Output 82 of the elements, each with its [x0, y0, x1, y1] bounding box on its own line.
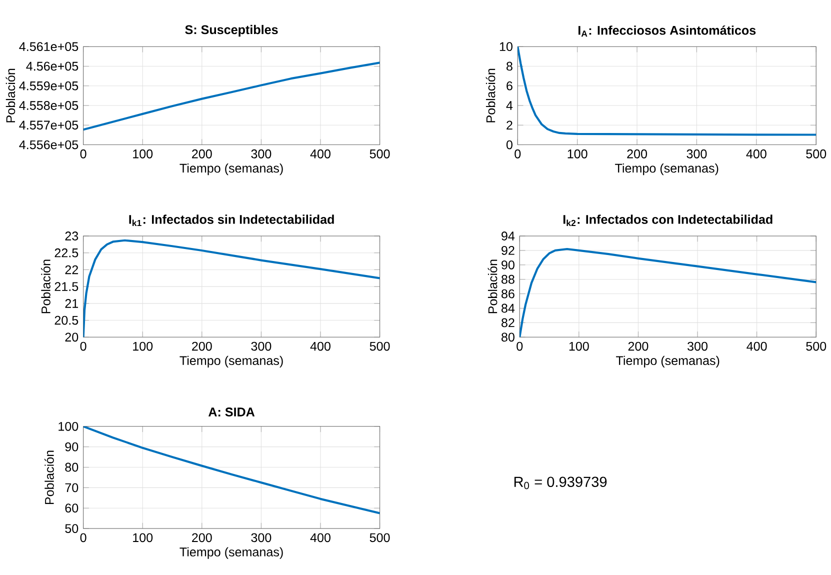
y-axis-title: Población: [488, 260, 498, 314]
y-tick-label: 21: [65, 298, 78, 308]
y-tick-label: 20.5: [54, 316, 78, 325]
y-axis-title: Población: [41, 260, 50, 314]
line-series: [520, 248, 816, 338]
line-series: [518, 46, 816, 136]
y-tick-label: 21.5: [54, 282, 78, 291]
y-tick-label: 70: [65, 483, 78, 492]
y-tick-label: 86: [502, 289, 514, 298]
y-tick-label: 92: [502, 246, 514, 255]
y-tick-label: 80: [65, 462, 78, 472]
x-tick-label: 200: [627, 149, 648, 158]
x-tick-label: 0: [516, 342, 523, 351]
x-tick-label: 0: [80, 342, 86, 351]
y-tick-label: 4.559e+05: [19, 81, 78, 90]
y-tick-label: 20: [65, 332, 78, 342]
y-tick-label: 23: [65, 231, 78, 240]
y-tick-label: 8: [506, 62, 512, 71]
y-tick-label: 22.5: [54, 248, 78, 258]
x-tick-label: 200: [192, 149, 212, 158]
chart-title: A: SIDA: [208, 407, 255, 416]
x-tick-label: 500: [806, 342, 826, 351]
y-tick-label: 4.557e+05: [19, 120, 78, 130]
y-tick-label: 4.558e+05: [19, 100, 78, 110]
y-tick-label: 4.56e+05: [26, 62, 78, 71]
x-tick-label: 400: [310, 533, 330, 542]
x-tick-label: 200: [192, 342, 212, 351]
x-tick-label: 300: [688, 342, 708, 351]
y-tick-label: 2: [506, 120, 512, 130]
y-tick-label: 0: [506, 140, 512, 150]
line-series: [83, 239, 380, 338]
y-tick-label: 84: [502, 304, 515, 313]
y-tick-label: 6: [506, 81, 512, 90]
x-tick-label: 300: [251, 149, 272, 158]
x-tick-label: 400: [310, 342, 330, 351]
x-tick-label: 0: [80, 149, 86, 158]
x-axis-title: Tiempo (semanas): [615, 163, 718, 176]
x-tick-label: 100: [133, 342, 153, 351]
x-tick-label: 400: [310, 149, 330, 158]
y-tick-label: 4.556e+05: [19, 140, 78, 150]
y-tick-label: 4: [506, 101, 513, 110]
y-tick-label: 10: [500, 42, 512, 51]
x-tick-label: 100: [568, 149, 588, 158]
y-tick-label: 22: [65, 265, 78, 274]
x-tick-label: 300: [251, 533, 272, 542]
y-tick-label: 60: [65, 504, 78, 512]
x-tick-label: 100: [133, 149, 153, 158]
x-tick-label: 100: [569, 342, 589, 351]
y-axis-title: Población: [6, 68, 16, 122]
x-tick-label: 300: [251, 342, 272, 351]
x-tick-label: 500: [370, 533, 390, 542]
x-tick-label: 400: [746, 342, 767, 351]
y-tick-label: 94: [502, 231, 515, 240]
x-tick-label: 300: [686, 149, 707, 158]
x-tick-label: 500: [370, 342, 390, 351]
y-tick-label: 82: [502, 318, 514, 328]
y-tick-label: 100: [58, 422, 78, 431]
x-tick-label: 200: [628, 342, 648, 351]
x-tick-label: 500: [370, 149, 390, 158]
x-tick-label: 400: [746, 149, 766, 158]
x-axis-title: Tiempo (semanas): [180, 547, 283, 559]
chart-title: I$_{A}$: Infecciosos Asintomáticos: [578, 25, 756, 37]
y-tick-label: 90: [65, 442, 78, 452]
x-axis-title: Tiempo (semanas): [180, 356, 283, 368]
x-tick-label: 100: [133, 533, 153, 542]
text: R$_{0}$ = 0.939739: [514, 476, 607, 490]
x-tick-label: 500: [806, 149, 826, 158]
y-tick-label: 80: [502, 332, 514, 342]
x-tick-label: 0: [80, 533, 86, 542]
x-tick-label: 200: [192, 533, 212, 542]
x-axis-title: Tiempo (semanas): [616, 356, 720, 368]
y-tick-label: 4.561e+05: [19, 42, 78, 51]
y-axis-title: Población: [486, 68, 496, 122]
y-axis-title: Población: [44, 450, 54, 504]
chart-title: I$_{k2}$: Infectados con Indetectabilidad: [563, 214, 772, 226]
y-tick-label: 50: [65, 524, 78, 533]
x-axis-title: Tiempo (semanas): [180, 163, 283, 176]
x-tick-label: 0: [514, 149, 521, 158]
chart-title: S: Susceptibles: [185, 24, 278, 37]
chart-title: I$_{k1}$: Infectados sin Indetectabilidad: [129, 214, 334, 226]
y-tick-label: 88: [502, 274, 514, 284]
y-tick-label: 90: [502, 260, 514, 270]
